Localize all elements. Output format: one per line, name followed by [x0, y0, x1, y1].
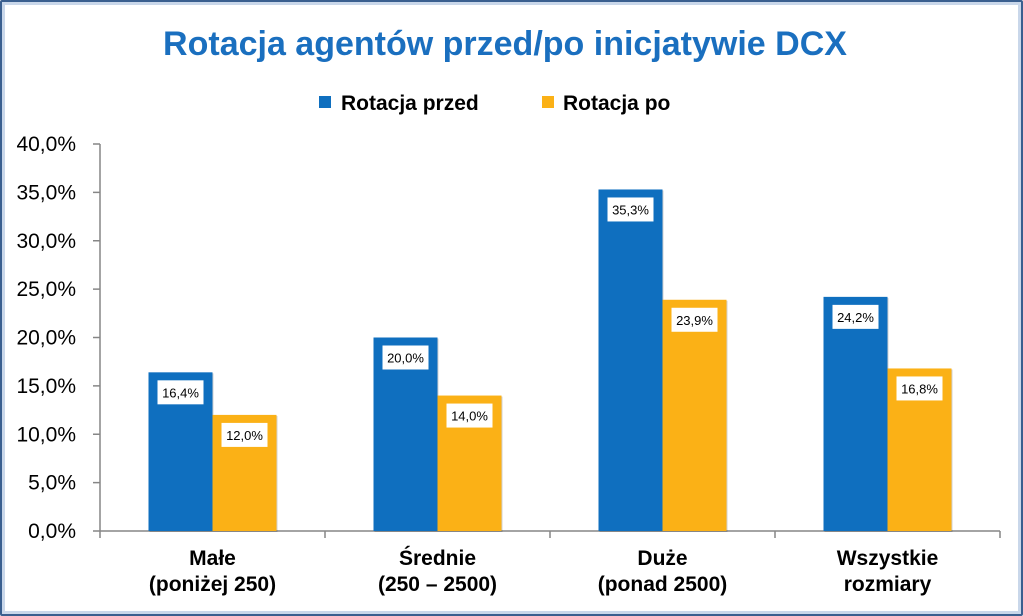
bar [373, 337, 438, 531]
y-tick-label: 30,0% [16, 230, 76, 253]
x-axis: Małe (poniżej 250) Średnie (250 – 2500) Duże… [99, 530, 1001, 596]
data-label-box [671, 307, 718, 332]
bar [823, 296, 888, 531]
x-tick-label: Duże (ponad 2500) [598, 547, 728, 596]
bar [598, 189, 663, 531]
bar [662, 299, 727, 531]
data-label: 14,0% [451, 409, 488, 424]
y-axis: 0,0% 5,0% 10,0% 15,0% 20,0% 25,0% 30,0% 35,0% 40… [16, 133, 101, 543]
bars [148, 189, 953, 532]
data-label: 24,2% [837, 310, 874, 325]
data-label-box [157, 380, 204, 405]
legend-swatch [319, 96, 331, 108]
data-label: 16,4% [162, 385, 199, 400]
data-label: 20,0% [387, 351, 424, 366]
data-label: 23,9% [676, 313, 713, 328]
y-tick-label: 0,0% [28, 520, 76, 543]
data-label: 12,0% [226, 428, 263, 443]
data-label-box [832, 304, 879, 329]
chart-title: Rotacja agentów przed/po inicjatywie DCX [163, 25, 847, 63]
data-label-box [221, 422, 268, 447]
data-label-box [446, 403, 493, 428]
data-label: 35,3% [612, 202, 649, 217]
x-tick-label: Wszystkie rozmiary [837, 547, 939, 596]
y-tick-label: 25,0% [16, 278, 76, 301]
y-tick-label: 20,0% [16, 327, 76, 350]
y-tick-label: 15,0% [16, 375, 76, 398]
data-label-box [382, 345, 429, 370]
legend-label: Rotacja przed [341, 92, 479, 115]
data-label-box [896, 376, 943, 401]
legend-item: Rotacja po [542, 92, 670, 115]
y-tick-label: 10,0% [16, 423, 76, 446]
legend-label: Rotacja po [563, 92, 670, 115]
data-labels: 16,4% 20,0% 35,3% 24,2% 12,0% 14,0% 23,9% 16,8% [157, 197, 943, 447]
x-tick-label: Małe (poniżej 250) [149, 547, 276, 596]
legend-swatch [542, 96, 554, 108]
x-tick-label: Średnie (250 – 2500) [378, 546, 497, 596]
data-label-box [607, 197, 654, 222]
y-tick-label: 40,0% [16, 133, 76, 156]
legend-item: Rotacja przed [319, 92, 479, 115]
y-tick-label: 5,0% [28, 472, 76, 495]
data-label: 16,8% [901, 381, 938, 396]
y-tick-label: 35,0% [16, 181, 76, 204]
legend: Rotacja przed Rotacja po [319, 92, 670, 115]
